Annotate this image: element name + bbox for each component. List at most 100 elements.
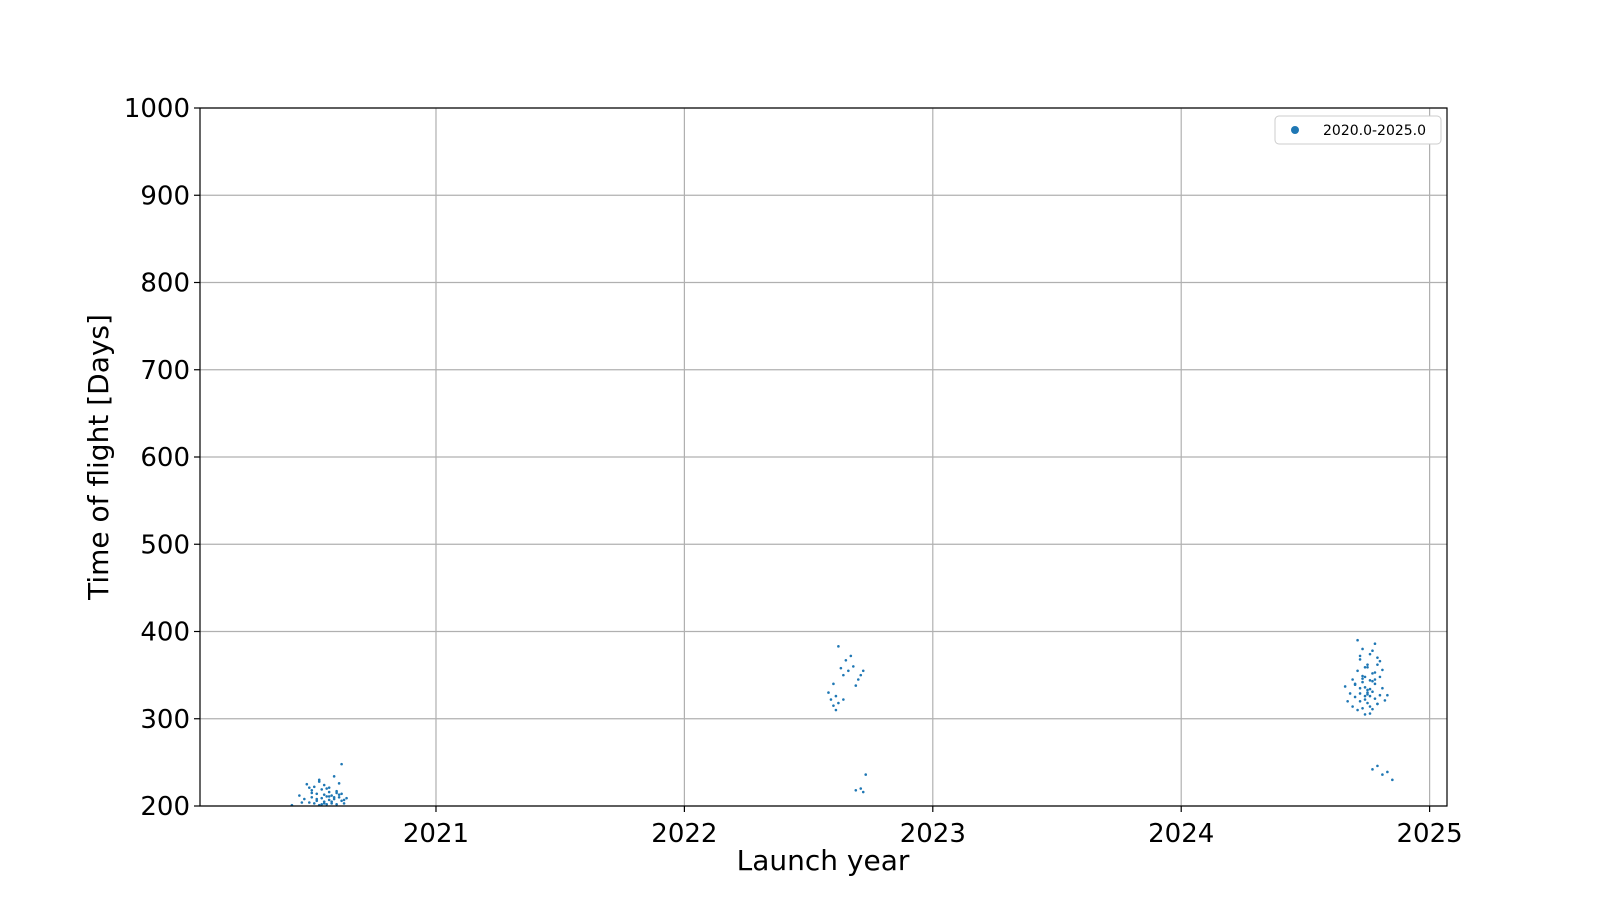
data-point — [335, 791, 338, 795]
data-point — [856, 678, 860, 681]
data-point — [1353, 695, 1357, 699]
data-point — [1356, 708, 1359, 712]
data-point — [310, 788, 314, 792]
data-point — [1368, 712, 1372, 715]
data-point — [1366, 691, 1369, 694]
data-point — [1378, 659, 1382, 663]
data-point — [325, 787, 328, 790]
data-point — [320, 802, 324, 806]
data-point — [1363, 698, 1367, 701]
data-point — [1351, 705, 1354, 708]
y-tick-label: 900 — [140, 181, 190, 211]
data-point — [332, 775, 336, 778]
data-point — [1348, 692, 1352, 695]
data-point — [307, 786, 311, 789]
x-tick-label: 2024 — [1148, 819, 1214, 849]
data-point — [1363, 694, 1367, 698]
data-point — [1381, 686, 1384, 690]
data-point — [342, 798, 346, 802]
data-point — [300, 801, 304, 804]
data-point — [854, 684, 858, 687]
data-point — [1356, 669, 1359, 673]
data-point — [1376, 702, 1379, 706]
data-point — [1343, 685, 1347, 688]
data-point — [1366, 688, 1369, 692]
data-point — [1378, 693, 1382, 697]
data-point — [839, 666, 843, 670]
data-point — [317, 780, 321, 783]
data-point — [847, 669, 850, 673]
data-point — [307, 801, 311, 804]
data-point — [312, 785, 316, 789]
data-point — [1373, 682, 1377, 686]
data-point — [1371, 649, 1374, 652]
x-tick-label: 2023 — [900, 819, 966, 849]
data-point — [852, 665, 855, 668]
data-point — [310, 791, 314, 795]
data-point — [322, 793, 326, 796]
data-point — [832, 682, 835, 686]
x-tick-label: 2025 — [1397, 819, 1463, 849]
data-point — [315, 797, 319, 801]
data-point — [1358, 692, 1362, 695]
data-point — [1378, 675, 1382, 679]
legend-label: 2020.0-2025.0 — [1323, 123, 1426, 139]
y-tick-label: 600 — [140, 443, 190, 473]
y-axis-label: Time of flight [Days] — [82, 314, 115, 601]
data-point — [1361, 680, 1364, 684]
data-point — [320, 788, 324, 791]
data-point — [310, 795, 314, 799]
y-tick-label: 1000 — [124, 94, 190, 124]
y-tick-label: 400 — [140, 618, 190, 648]
data-point — [1368, 705, 1372, 708]
data-point — [1368, 652, 1372, 656]
x-tick-label: 2021 — [403, 819, 469, 849]
data-point — [1376, 663, 1379, 666]
data-point — [325, 802, 328, 806]
data-point — [337, 795, 341, 799]
data-point — [1373, 678, 1377, 681]
data-point — [861, 669, 865, 673]
data-points — [290, 638, 1394, 807]
data-point — [337, 793, 341, 796]
data-point — [1366, 665, 1369, 669]
data-point — [1371, 707, 1374, 711]
data-point — [1351, 678, 1354, 681]
data-point — [842, 673, 845, 677]
data-point — [332, 795, 336, 799]
data-point — [1376, 764, 1379, 768]
data-point — [1371, 679, 1374, 683]
data-point — [325, 795, 328, 798]
data-point — [1366, 663, 1369, 666]
data-point — [337, 782, 341, 785]
x-axis-label: Launch year — [737, 844, 910, 877]
data-point — [330, 800, 333, 803]
data-point — [834, 708, 838, 712]
data-point — [834, 694, 838, 698]
data-point — [1381, 668, 1384, 672]
data-point — [832, 704, 835, 707]
data-point — [1376, 656, 1379, 659]
data-point — [1373, 642, 1377, 646]
x-tick-label: 2022 — [651, 819, 717, 849]
data-point — [827, 691, 830, 694]
data-point — [1361, 706, 1364, 710]
data-point — [1371, 690, 1374, 694]
data-point — [327, 798, 331, 802]
data-point — [849, 654, 853, 658]
data-point — [1386, 693, 1389, 697]
data-point — [859, 787, 863, 790]
data-point — [842, 698, 845, 701]
data-point — [1366, 701, 1369, 705]
data-point — [1368, 687, 1372, 691]
data-point — [1363, 713, 1367, 716]
data-point — [854, 788, 858, 792]
data-point — [335, 802, 338, 806]
data-point — [844, 658, 848, 662]
data-point — [340, 799, 343, 803]
y-tick-label: 300 — [140, 705, 190, 735]
data-point — [1381, 773, 1384, 776]
y-tick-label: 500 — [140, 530, 190, 560]
data-point — [1358, 686, 1362, 690]
